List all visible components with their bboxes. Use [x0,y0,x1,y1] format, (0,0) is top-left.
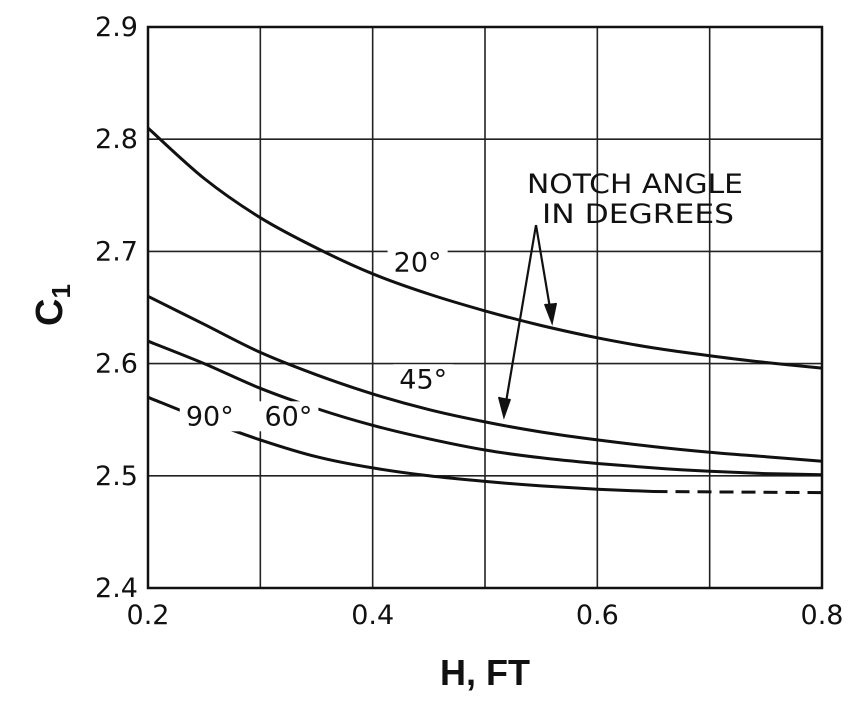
curve-90-deg-dashed [653,490,823,495]
series-label-bg [179,401,240,432]
arrow-to-20-head [543,302,558,326]
series-label-bg [393,364,454,395]
x-tick-label: 0.8 [801,600,844,631]
y-tick-label: 2.9 [95,12,138,43]
annotation-line-1: NOTCH ANGLE [527,169,743,200]
curve-45-deg [147,294,823,463]
curve-20-deg [147,126,823,370]
series-label-90: 90° [186,401,234,432]
x-axis-title: H, FT [440,652,530,693]
y-axis-title: C1 [29,284,76,326]
x-tick-label: 0.6 [576,600,619,631]
tick-labels: 2.4 2.5 2.6 2.7 2.8 2.9 0.2 0.4 0.6 0.8 [95,12,843,631]
series-label-45: 45° [399,364,447,395]
y-tick-label: 2.8 [95,124,138,155]
svg-text:C1: C1 [29,284,76,326]
x-tick-label: 0.2 [127,600,170,631]
y-tick-label: 2.5 [95,461,138,492]
y-axis-title-subscript: 1 [46,284,76,298]
plot-frame [146,25,824,590]
series-label-bg [387,247,448,278]
series-label-bg [258,401,319,432]
y-axis-title-main: C [29,299,71,326]
series-labels: 20° 45° 60° 90° [179,247,454,432]
y-tick-label: 2.7 [95,236,138,267]
series-label-20: 20° [394,248,442,279]
x-tick-label: 0.4 [351,600,394,631]
annotation-arrows [497,224,558,420]
grid-lines [147,26,823,589]
y-tick-label: 2.4 [95,573,138,604]
curve-60-deg [147,339,823,477]
y-tick-label: 2.6 [95,349,138,380]
annotation-line-2: IN DEGREES [542,199,734,230]
arrow-to-45-line [502,224,538,415]
series-label-60: 60° [264,401,312,432]
arrow-to-45-head [497,396,512,420]
